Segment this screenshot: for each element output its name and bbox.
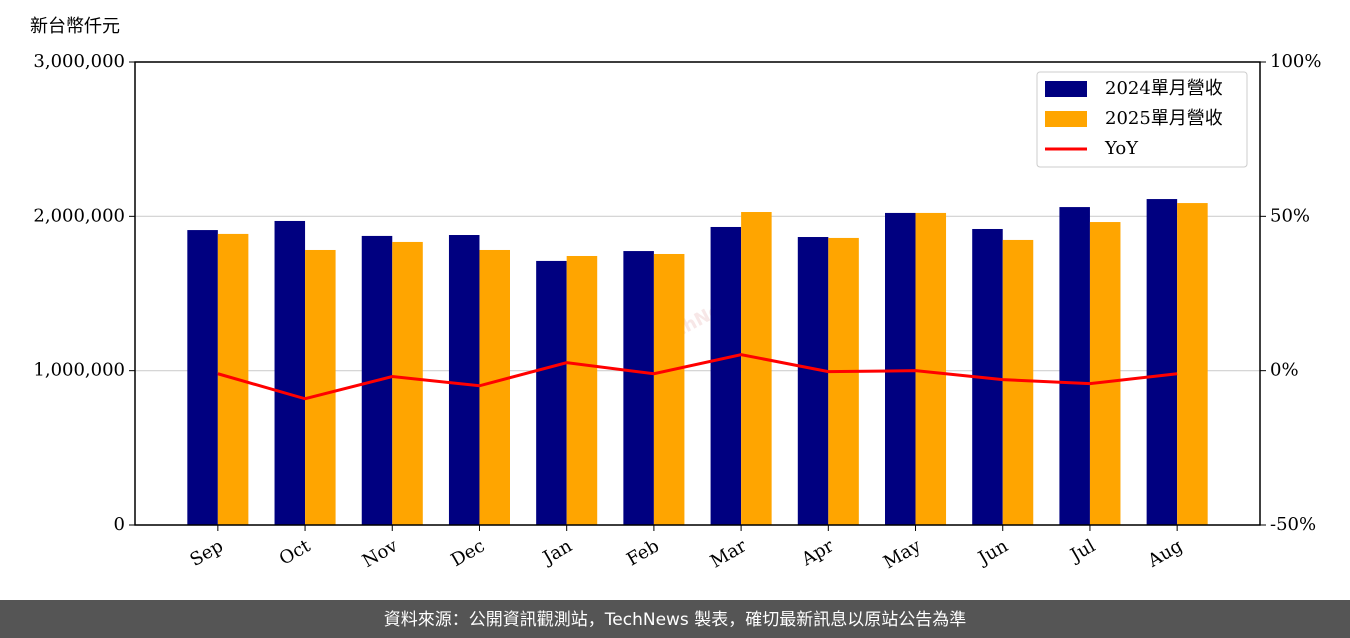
x-tick-label: Feb [623, 535, 663, 570]
bar [623, 251, 654, 525]
bar [741, 212, 772, 525]
y-tick-label: 0 [114, 514, 125, 535]
x-tick-label: Jul [1065, 535, 1099, 567]
bar [828, 237, 859, 525]
bar [479, 249, 510, 525]
x-tick-label: Mar [707, 535, 751, 572]
bar [536, 260, 567, 525]
y-tick-label: 3,000,000 [33, 51, 125, 72]
bar [1177, 203, 1208, 525]
y2-tick-label: 100% [1270, 51, 1321, 72]
legend-box [1036, 71, 1248, 168]
y-tick-label: 2,000,000 [33, 205, 125, 226]
footer-bar [0, 600, 1350, 638]
x-tick-label: Jan [538, 535, 576, 569]
bar [797, 237, 829, 525]
bar [305, 249, 336, 525]
bar [392, 241, 423, 525]
x-tick-label: Jun [973, 535, 1012, 570]
x-tick-label: Oct [276, 535, 315, 570]
bar [274, 220, 306, 526]
x-tick-label: Dec [448, 535, 489, 571]
y-axis-label: 新台幣仟元 [30, 16, 120, 37]
bar [1059, 207, 1090, 525]
bar [448, 235, 480, 525]
x-tick-label: Apr [797, 535, 837, 570]
x-tick-label: May [880, 535, 925, 573]
y2-tick-label: -50% [1270, 514, 1316, 535]
bar [1002, 239, 1034, 525]
bar [885, 212, 916, 526]
legend-label: YoY [1104, 138, 1139, 159]
bar [566, 255, 598, 525]
bar [1089, 222, 1121, 525]
legend-label: 2024單月營收 [1105, 78, 1223, 99]
footer-text: 資料來源：公開資訊觀測站，TechNews 製表，確切最新訊息以原站公告為準 [384, 610, 966, 630]
x-tick-label: Sep [186, 535, 226, 570]
plot-frame [134, 61, 1261, 526]
y-tick-label: 1,000,000 [33, 360, 125, 381]
bar [1146, 199, 1178, 525]
bar [710, 226, 742, 525]
legend-label: 2025單月營收 [1105, 108, 1223, 129]
x-tick-label: Nov [359, 535, 402, 572]
x-tick-label: Aug [1143, 535, 1186, 572]
bar [187, 230, 218, 525]
y2-tick-label: 50% [1270, 205, 1310, 226]
y2-tick-label: 0% [1270, 360, 1299, 381]
bar [915, 212, 947, 526]
yoy-line [217, 353, 1178, 401]
legend-swatch [1045, 111, 1087, 127]
bar [653, 253, 685, 525]
legend-swatch [1045, 81, 1087, 97]
